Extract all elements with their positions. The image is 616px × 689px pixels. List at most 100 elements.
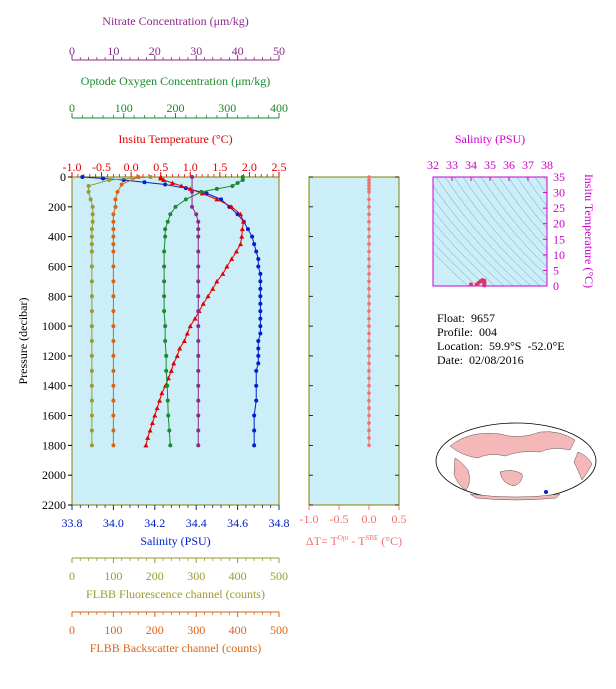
nitrate-point [196,339,201,343]
backscatter-point [119,182,124,187]
salinity-point [256,361,261,366]
salinity-point [250,234,255,239]
backscatter-point [111,428,116,433]
fluorescence-point [90,204,95,209]
salinity-point [258,324,263,329]
land-asia [449,431,576,459]
delta-point [367,428,371,433]
fluorescence-point [89,353,94,358]
temperature-point [161,177,167,182]
oxygen-point [165,219,170,224]
temperature-tick-label: 1.5 [212,160,227,174]
salinity-point [256,353,261,358]
oxygen-series-line [163,177,244,446]
oxygen-point [214,186,219,191]
salinity-point [254,368,259,373]
nitrate-point [196,309,201,314]
fluorescence-point [88,197,93,202]
pressure-tick-label: 1600 [42,409,66,423]
salinity-tick-label: 34.2 [144,516,165,530]
fluorescence-tick-label: 100 [104,569,122,583]
fluorescence-point [89,279,94,284]
delta-point [367,234,371,239]
temperature-point [157,398,163,403]
oxygen-point [164,353,169,358]
ts-temp-tick-label: 5 [553,263,559,277]
salinity-tick-label: 34.8 [269,516,290,530]
density-contour [433,197,514,286]
salinity-point [254,249,259,254]
pressure-tick-label: 600 [48,259,66,273]
land-africa [453,457,470,491]
temperature-point [168,368,174,373]
oxygen-point [163,324,168,329]
temperature-point [205,293,211,299]
main-frame [71,176,280,506]
land-antarctica [469,493,561,501]
salinity-point [254,398,259,403]
main-plot-area [72,177,279,505]
delta-point [367,242,371,246]
delta-point [367,324,371,328]
delta-point [367,391,371,395]
delta-point [367,369,371,373]
oxygen-tick-label: 400 [270,101,288,115]
backscatter-point [111,324,116,329]
nitrate-tick-label: 50 [273,44,285,58]
salinity-point [252,413,257,418]
backscatter-axis-label: FLBB Backscatter channel (counts) [90,641,262,655]
temperature-point [229,256,235,261]
density-contour [444,177,541,286]
delta-point [367,219,371,224]
nitrate-tick-label: 40 [232,44,244,58]
temperature-point [224,263,230,269]
salinity-point [258,286,263,291]
fluorescence-tick-label: 200 [146,569,164,583]
nitrate-tick-label: 20 [149,44,161,58]
globe-map [435,422,597,501]
density-contour [480,177,547,259]
oxygen-point [163,234,168,239]
temperature-point [181,338,187,343]
temperature-point [147,427,153,433]
temperature-point [210,286,216,291]
ts-salinity-tick-label: 36 [503,158,515,172]
nitrate-point [196,279,201,284]
delta-point [367,346,371,351]
ts-temp-tick-label: 35 [553,170,565,184]
fluorescence-point [89,398,94,403]
delta-point [367,227,371,231]
salinity-point [258,294,263,299]
delta-point [367,181,371,185]
pressure-tick-label: 2000 [42,468,66,482]
nitrate-point [194,212,199,217]
delta-point [367,272,371,276]
delta-panel: -1.0 -0.5 0.0 0.5 ΔT= TOpt - TSBE (°C) [300,175,407,548]
ts-salinity-tick-label: 32 [427,158,439,172]
land-america [573,451,593,481]
temperature-point [214,196,220,202]
oxygen-point [163,339,168,343]
backscatter-point [111,264,116,269]
backscatter-point [111,227,116,232]
salinity-point [254,383,259,388]
delta-frame [308,176,400,506]
delta-point [367,413,371,418]
fluorescence-tick-label: 500 [270,569,288,583]
fluorescence-tick-label: 400 [229,569,247,583]
density-contour [433,231,487,286]
nitrate-point [196,428,201,433]
info-date: Date: 02/08/2016 [437,353,524,367]
temperature-point [239,234,245,239]
oxygen-point [162,294,167,299]
backscatter-tick-label: 200 [146,623,164,637]
delta-point [367,205,371,209]
backscatter-point [111,398,116,403]
salinity-point [256,257,261,261]
delta-point [367,212,371,217]
ts-salinity-tick-label: 34 [465,158,477,172]
delta-label-part: - T [348,534,366,548]
info-profile: Profile: 004 [437,325,497,339]
delta-point [367,197,371,202]
